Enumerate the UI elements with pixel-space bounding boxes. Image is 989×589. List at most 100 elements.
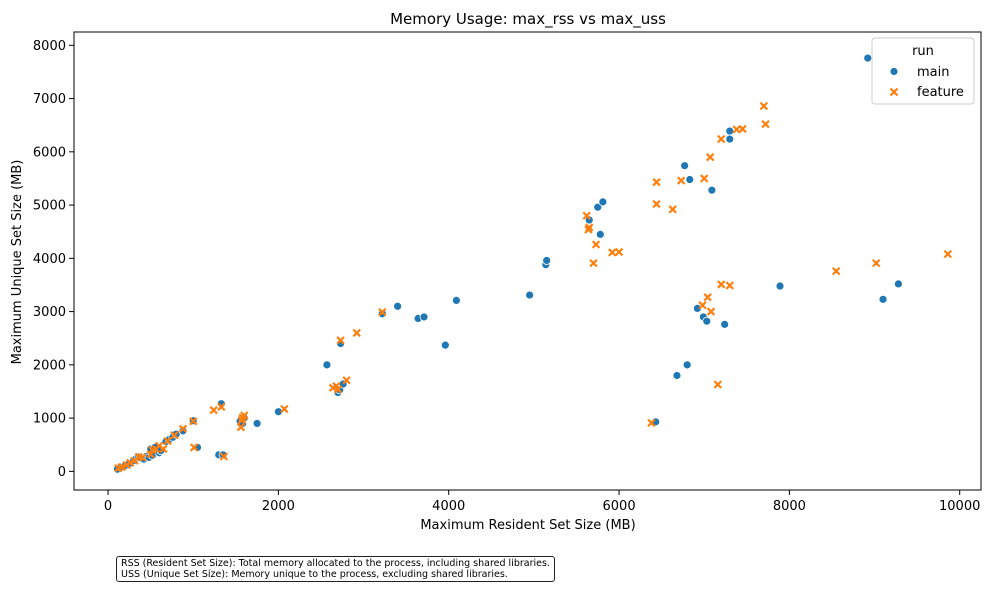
x-tick-label: 6000 — [603, 499, 636, 514]
x-axis: 0 2000 4000 6000 8000 10000 — [104, 490, 980, 514]
point-main — [595, 229, 605, 239]
point-feature — [137, 453, 147, 462]
point-feature — [280, 404, 289, 414]
point-feature — [759, 101, 769, 111]
point-feature — [738, 124, 747, 134]
point-main — [725, 126, 735, 136]
point-feature — [608, 248, 617, 257]
legend-box — [871, 37, 975, 105]
point-feature — [352, 328, 361, 338]
point-feature — [706, 307, 716, 316]
point-main — [672, 371, 682, 380]
footnote-uss: USS (Unique Set Size): Memory unique to … — [121, 569, 508, 580]
point-feature — [652, 178, 661, 187]
y-tick-label: 8000 — [33, 39, 66, 54]
point-feature — [178, 424, 188, 433]
point-main — [584, 215, 594, 225]
x-axis-label: Maximum Resident Set Size (MB) — [420, 518, 635, 533]
point-main — [893, 279, 903, 289]
point-feature — [217, 402, 226, 412]
point-main — [598, 197, 608, 207]
point-feature — [698, 301, 707, 310]
y-tick-label: 5000 — [33, 199, 66, 214]
point-main — [451, 296, 461, 305]
point-feature — [700, 174, 709, 183]
point-feature — [163, 436, 172, 446]
y-tick-label: 1000 — [33, 412, 66, 427]
point-feature — [582, 211, 591, 220]
point-main — [685, 175, 695, 184]
point-feature — [832, 266, 841, 276]
legend: run main feature — [871, 37, 975, 105]
point-main — [377, 309, 387, 319]
point-feature — [703, 293, 712, 302]
point-feature — [677, 176, 686, 185]
plot-area — [73, 31, 982, 491]
point-main — [693, 303, 702, 313]
point-feature — [117, 462, 126, 472]
point-main — [775, 281, 785, 291]
footnote-rss: RSS (Resident Set Size): Total memory al… — [121, 558, 550, 569]
point-feature — [189, 417, 198, 426]
point-main — [682, 360, 692, 370]
point-feature — [725, 281, 734, 290]
point-feature — [761, 119, 770, 129]
point-feature — [717, 134, 726, 144]
x-tick-label: 2000 — [262, 499, 295, 514]
point-feature — [589, 258, 598, 268]
point-feature — [713, 380, 723, 389]
point-feature — [378, 307, 387, 317]
x-tick-label: 10000 — [939, 499, 980, 514]
y-tick-label: 0 — [58, 465, 66, 480]
point-feature — [189, 443, 199, 452]
point-main — [725, 134, 735, 144]
point-feature — [342, 376, 351, 385]
point-main — [419, 312, 429, 322]
point-feature — [219, 452, 229, 461]
point-main — [720, 319, 730, 329]
point-main — [322, 360, 332, 370]
point-feature — [240, 411, 249, 420]
point-main — [878, 294, 888, 304]
y-tick-label: 7000 — [33, 92, 66, 107]
point-feature — [336, 336, 345, 345]
y-tick-label: 2000 — [33, 358, 66, 373]
point-feature — [705, 152, 715, 162]
point-main — [178, 426, 188, 436]
point-feature — [591, 240, 601, 249]
footnote-box: RSS (Resident Set Size): Total memory al… — [116, 556, 555, 582]
legend-title: run — [912, 44, 934, 59]
y-tick-label: 6000 — [33, 145, 66, 160]
y-axis-label: Maximum Unique Set Size (MB) — [10, 160, 25, 365]
legend-main-marker — [889, 67, 899, 76]
legend-main-label: main — [917, 65, 949, 80]
point-feature — [126, 458, 135, 468]
data-points — [113, 53, 952, 474]
legend-feature-marker — [889, 87, 899, 97]
y-tick-label: 3000 — [33, 305, 66, 320]
point-feature — [159, 444, 168, 454]
point-feature — [943, 249, 952, 259]
y-axis: 0 1000 2000 3000 4000 5000 6000 7000 8000 — [33, 39, 74, 480]
point-main — [593, 202, 603, 212]
point-feature — [717, 280, 726, 289]
x-tick-label: 0 — [104, 499, 112, 514]
point-main — [542, 256, 552, 265]
x-tick-label: 4000 — [432, 499, 465, 514]
y-tick-label: 4000 — [33, 252, 66, 267]
point-feature — [333, 385, 343, 394]
point-main — [863, 53, 873, 63]
point-main — [252, 419, 262, 428]
point-feature — [668, 205, 677, 214]
point-main — [707, 185, 717, 195]
point-feature — [170, 430, 179, 440]
point-feature — [614, 247, 624, 257]
point-feature — [652, 199, 661, 209]
point-main — [393, 301, 403, 311]
x-tick-label: 8000 — [773, 499, 806, 514]
legend-feature-label: feature — [917, 85, 964, 100]
point-main — [702, 316, 712, 326]
point-main — [525, 290, 535, 300]
point-main — [680, 161, 690, 171]
